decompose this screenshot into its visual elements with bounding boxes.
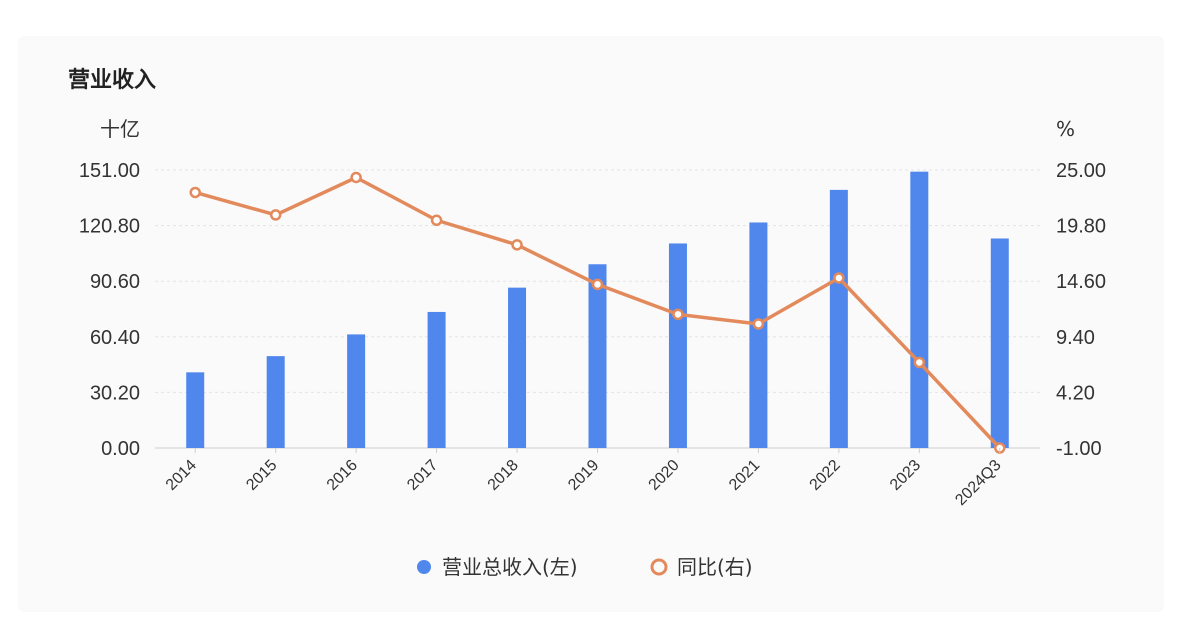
line-point[interactable] — [913, 356, 926, 369]
bar[interactable] — [347, 334, 366, 448]
legend-line-label[interactable]: 同比(右) — [677, 555, 753, 579]
right-tick-label: 9.40 — [1056, 327, 1095, 349]
bar[interactable] — [749, 222, 768, 448]
legend: 营业总收入(左) 同比(右) — [417, 555, 753, 579]
x-tick-label: 2015 — [243, 457, 280, 494]
bar[interactable] — [829, 189, 848, 449]
x-axis: 2014 2015 2016 2017 2018 2019 2020 2021 2022 2023… — [163, 448, 1005, 509]
line-point[interactable] — [350, 171, 362, 184]
right-tick-label: 19.80 — [1056, 216, 1106, 238]
line-point[interactable] — [269, 209, 282, 221]
bar[interactable] — [508, 287, 527, 448]
left-axis-unit: 十亿 — [100, 117, 140, 141]
left-tick-label: 120.80 — [79, 216, 140, 238]
left-tick-label: 0.00 — [101, 438, 140, 460]
left-axis: 0.00 30.20 60.40 90.60 120.80 151.00 — [79, 160, 140, 460]
bar[interactable] — [266, 356, 285, 448]
x-tick-label: 2023 — [887, 457, 924, 494]
bar[interactable] — [186, 372, 205, 448]
left-tick-label: 90.60 — [90, 271, 140, 293]
bar[interactable] — [910, 171, 929, 448]
x-tick-label: 2021 — [726, 457, 763, 494]
x-tick-label: 2020 — [646, 457, 683, 494]
line-point[interactable] — [430, 214, 443, 227]
left-tick-label: 60.40 — [90, 327, 140, 349]
line-point[interactable] — [189, 186, 201, 199]
line-point[interactable] — [833, 272, 845, 284]
x-tick-label: 2024Q3 — [952, 457, 1004, 509]
line-point[interactable] — [672, 308, 684, 321]
bar[interactable] — [588, 264, 607, 448]
right-tick-label: 14.60 — [1056, 271, 1106, 293]
line-point[interactable] — [591, 278, 604, 291]
x-tick-label: 2017 — [404, 457, 441, 494]
right-tick-label: 25.00 — [1056, 160, 1106, 182]
bar[interactable] — [990, 238, 1009, 448]
right-axis: -1.00 4.20 9.40 14.60 19.80 25.00 — [1056, 160, 1106, 460]
bar[interactable] — [668, 243, 687, 448]
x-tick-label: 2014 — [163, 457, 200, 494]
legend-bar-marker — [417, 560, 431, 574]
x-tick-label: 2018 — [485, 457, 522, 494]
right-axis-unit: % — [1056, 117, 1075, 141]
bar-series — [186, 171, 1009, 449]
bar[interactable] — [427, 311, 446, 448]
x-tick-label: 2016 — [324, 457, 361, 494]
line-point[interactable] — [752, 318, 765, 330]
line-point[interactable] — [511, 239, 523, 251]
left-tick-label: 151.00 — [79, 160, 140, 182]
chart-title: 营业收入 — [68, 68, 157, 93]
legend-line-marker — [650, 558, 668, 576]
x-tick-label: 2019 — [565, 457, 602, 494]
legend-bar-label[interactable]: 营业总收入(左) — [442, 555, 578, 579]
line-series — [189, 171, 1006, 454]
right-tick-label: -1.00 — [1056, 438, 1102, 460]
x-tick-label: 2022 — [807, 457, 844, 494]
left-tick-label: 30.20 — [90, 382, 140, 404]
right-tick-label: 4.20 — [1056, 382, 1095, 404]
